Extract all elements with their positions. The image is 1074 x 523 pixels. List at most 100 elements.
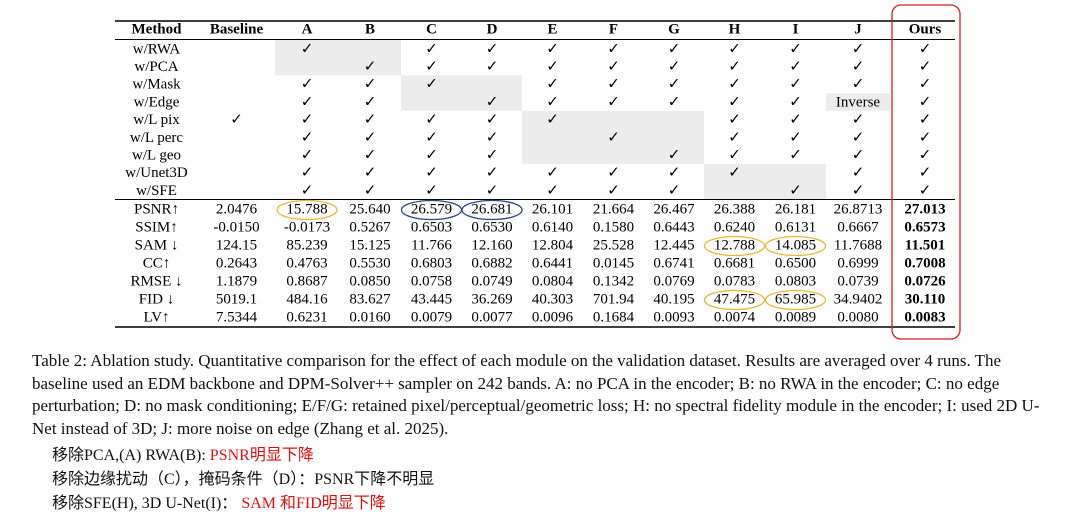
metric-cell: -0.0173: [284, 219, 330, 235]
check-cell: ✓: [919, 77, 932, 93]
check-cell: Inverse: [836, 94, 880, 110]
check-cell: ✓: [728, 130, 741, 146]
check-cell: ✓: [668, 165, 681, 181]
metric-cell: 0.6441: [532, 255, 573, 271]
check-cell: ✓: [486, 112, 499, 128]
check-cell: ✓: [668, 41, 681, 57]
check-cell: ✓: [607, 130, 620, 146]
check-cell: ✓: [852, 165, 865, 181]
metric-cell: 83.627: [349, 291, 391, 307]
header-cell: D: [487, 21, 498, 37]
check-cell: ✓: [852, 130, 865, 146]
metric-cell: 85.239: [286, 237, 327, 253]
metric-cell: 0.0145: [593, 255, 634, 271]
highlight-ellipse: [764, 235, 827, 257]
check-cell: ✓: [789, 77, 802, 93]
metric-cell: 15.125: [349, 237, 390, 253]
metric-cell: 25.528: [593, 237, 634, 253]
header-cell: F: [609, 21, 618, 37]
check-cell: ✓: [852, 112, 865, 128]
check-cell: ✓: [789, 130, 802, 146]
check-cell: ✓: [607, 183, 620, 199]
row-label: w/Edge: [134, 94, 180, 110]
metric-cell: 0.0804: [532, 273, 574, 289]
check-cell: ✓: [789, 112, 802, 128]
check-cell: ✓: [668, 77, 681, 93]
metric-cell: 0.0749: [471, 273, 512, 289]
check-cell: ✓: [668, 59, 681, 75]
row-label: RMSE ↓: [130, 273, 182, 289]
highlight-ellipse: [703, 289, 766, 311]
metric-cell: 0.0769: [653, 273, 694, 289]
check-cell: ✓: [301, 94, 314, 110]
check-cell: ✓: [789, 183, 802, 199]
metric-cell: 0.5267: [349, 219, 391, 235]
check-cell: ✓: [919, 41, 932, 57]
check-cell: ✓: [546, 165, 559, 181]
check-cell: ✓: [364, 165, 377, 181]
metric-cell: 26.579: [411, 201, 452, 217]
row-label: FID ↓: [139, 291, 174, 307]
check-cell: ✓: [301, 147, 314, 163]
header-cell: J: [854, 21, 862, 37]
highlight-ellipse: [703, 235, 766, 257]
shade: [704, 163, 826, 200]
row-label: CC↑: [143, 255, 171, 271]
check-cell: ✓: [425, 59, 438, 75]
check-cell: ✓: [486, 41, 499, 57]
row-label: w/PCA: [134, 59, 178, 75]
notes: 移除PCA,(A) RWA(B): PSNR明显下降 移除边缘扰动（C），掩码条件…: [52, 444, 434, 516]
row-label: w/SFE: [136, 183, 177, 199]
metric-cell: 26.101: [532, 201, 573, 217]
check-cell: ✓: [919, 147, 932, 163]
note-highlight: SAM 和FID明显下降: [237, 495, 386, 512]
metric-cell: 25.640: [349, 201, 390, 217]
highlight-ellipse: [276, 199, 338, 221]
metric-cell: 0.6140: [532, 219, 573, 235]
check-cell: ✓: [486, 147, 499, 163]
check-cell: ✓: [546, 59, 559, 75]
check-cell: ✓: [425, 77, 438, 93]
row-label: SAM ↓: [135, 237, 179, 253]
row-label: PSNR↑: [134, 201, 179, 217]
check-cell: ✓: [852, 77, 865, 93]
metric-cell: 1.1879: [216, 273, 257, 289]
metric-cell: -0.0150: [213, 219, 259, 235]
row-label: w/Mask: [132, 77, 181, 93]
metric-cell: 0.0783: [714, 273, 755, 289]
header-cell: I: [793, 21, 799, 37]
check-cell: ✓: [364, 112, 377, 128]
check-cell: ✓: [728, 94, 741, 110]
metric-cell: 0.6999: [837, 255, 878, 271]
check-cell: ✓: [728, 147, 741, 163]
metric-cell: 0.1684: [593, 309, 635, 325]
metric-cell: 14.085: [775, 237, 816, 253]
header-cell: A: [302, 21, 313, 37]
metric-cell: 124.15: [216, 237, 257, 253]
check-cell: ✓: [425, 112, 438, 128]
check-cell: ✓: [607, 41, 620, 57]
metric-cell: 701.94: [593, 291, 635, 307]
check-cell: ✓: [668, 147, 681, 163]
check-cell: ✓: [789, 94, 802, 110]
row-label: w/RWA: [133, 41, 181, 57]
metric-cell: 43.445: [411, 291, 452, 307]
check-cell: ✓: [919, 165, 932, 181]
metric-cell: 0.6882: [471, 255, 512, 271]
metric-cell: 2.0476: [216, 201, 258, 217]
metric-cell: 0.0079: [411, 309, 452, 325]
shade: [401, 75, 522, 111]
check-cell: ✓: [789, 41, 802, 57]
header-cell: G: [668, 21, 680, 37]
metric-cell: 12.160: [471, 237, 512, 253]
metric-cell: 0.6573: [904, 219, 945, 235]
table: Method Baseline A B C D E F G H I J Ours w/RWA ✓ ✓ ✓ ✓ ✓ ✓ ✓…: [115, 4, 961, 340]
check-cell: ✓: [425, 183, 438, 199]
header-cell: Method: [132, 21, 183, 37]
metric-cell: 40.195: [653, 291, 694, 307]
metric-cell: 12.804: [532, 237, 574, 253]
metric-cell: 0.0080: [837, 309, 878, 325]
check-cell: ✓: [919, 94, 932, 110]
row-label: w/L perc: [130, 130, 184, 146]
header-cell: Baseline: [210, 21, 264, 37]
